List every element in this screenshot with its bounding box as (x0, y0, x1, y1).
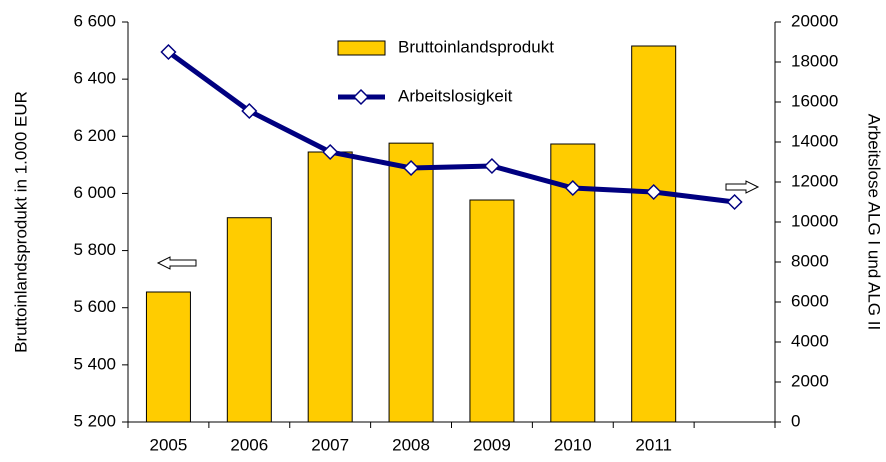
y-tick-label: 5 600 (73, 297, 116, 316)
marker (564, 179, 581, 197)
bar (469, 199, 515, 423)
legend-marker (352, 88, 370, 106)
x-tick-label: 2008 (392, 435, 430, 454)
x-tick-label: 2010 (554, 435, 592, 454)
left-arrow (156, 256, 197, 270)
line (166, 49, 735, 205)
marker (483, 157, 500, 175)
legend-label: Bruttoinlandsprodukt (398, 37, 554, 56)
right-arrow (725, 180, 760, 194)
y2-tick-label: 10000 (791, 211, 838, 230)
y-tick-label: 6 000 (73, 183, 116, 202)
y-tick-label: 6 400 (73, 69, 116, 88)
x-tick-label: 2007 (311, 435, 349, 454)
marker (726, 193, 743, 211)
y-axis-label: Bruttoinlandsprodukt in 1.000 EUR (11, 91, 30, 353)
x-tick-label: 2006 (230, 435, 268, 454)
y-tick-label: 6 200 (73, 126, 116, 145)
bar (388, 142, 434, 423)
y-tick-label: 6 600 (73, 11, 116, 30)
y-tick-label: 5 200 (73, 411, 116, 430)
x-tick-label: 2011 (635, 435, 672, 454)
legend-swatch (337, 40, 386, 56)
x-tick-label: 2009 (473, 435, 511, 454)
marker (645, 183, 662, 201)
y2-tick-label: 0 (791, 411, 800, 430)
bar (145, 291, 191, 423)
marker (160, 43, 177, 61)
marker (403, 159, 420, 177)
marker (322, 143, 339, 161)
y2-tick-label: 20000 (791, 11, 838, 30)
marker (241, 102, 258, 120)
y2-axis-label: Arbeitslose ALG I und ALG II (865, 114, 884, 330)
x-tick-label: 2005 (150, 435, 188, 454)
y2-tick-label: 18000 (791, 51, 838, 70)
bar (307, 151, 353, 423)
bar (226, 217, 272, 423)
y2-tick-label: 14000 (791, 131, 838, 150)
y2-tick-label: 2000 (791, 371, 829, 390)
y2-tick-label: 4000 (791, 331, 829, 350)
y2-tick-label: 6000 (791, 291, 829, 310)
y2-tick-label: 12000 (791, 171, 838, 190)
bar (631, 45, 677, 423)
legend-label: Arbeitslosigkeit (398, 86, 513, 105)
y-tick-label: 5 800 (73, 240, 116, 259)
y2-tick-label: 16000 (791, 91, 838, 110)
y2-tick-label: 8000 (791, 251, 829, 270)
y-tick-label: 5 400 (73, 354, 116, 373)
